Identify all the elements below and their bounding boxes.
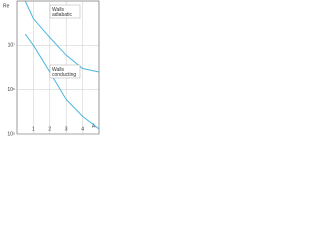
x-tick-label: 2 [48, 126, 51, 132]
y-tick-label: 10⁷ [8, 43, 16, 49]
line-series [24, 33, 100, 130]
x-tick-label: 4 [81, 126, 84, 132]
x-tick-label: 1 [32, 126, 35, 132]
chart: Re A 10⁵ 10⁶ 10⁷ 1 2 3 4 Walls adiabatic Walls con… [3, 0, 100, 137]
series-label: Walls conducting [52, 67, 76, 78]
y-tick-label: 10⁶ [7, 87, 15, 93]
x-axis-label: A [92, 123, 96, 129]
line-series [24, 0, 100, 73]
x-tick-label: 3 [65, 126, 68, 132]
legend-box [49, 4, 81, 19]
series-label: Walls adiabatic [52, 7, 73, 18]
y-axis-label: Re [3, 3, 10, 9]
legend-box [49, 64, 81, 79]
y-tick-label: 10⁵ [7, 131, 15, 137]
